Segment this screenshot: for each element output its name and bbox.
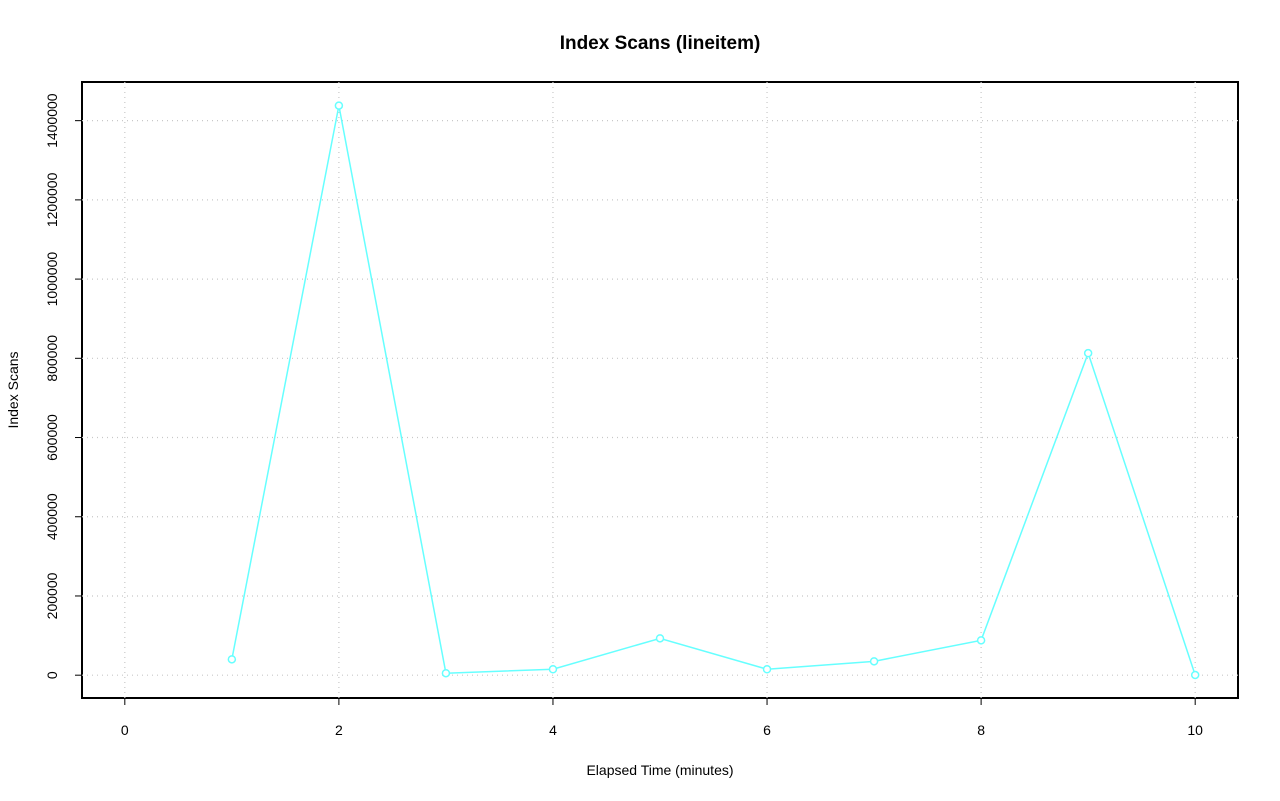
- point: [869, 657, 879, 666]
- point: [1083, 348, 1093, 358]
- x-axis-label: Elapsed Time (minutes): [586, 762, 733, 778]
- y-tick-label: 600000: [44, 414, 60, 461]
- y-tick-label: 0: [44, 671, 60, 679]
- y-tick-label: 400000: [44, 493, 60, 540]
- point: [762, 664, 772, 674]
- chart-title: Index Scans (lineitem): [560, 33, 761, 54]
- y-tick-label: 800000: [44, 335, 60, 382]
- x-tick-label: 2: [335, 722, 343, 738]
- point: [655, 634, 665, 643]
- point: [334, 101, 344, 110]
- point: [1190, 670, 1200, 680]
- x-tick-label: 4: [549, 722, 557, 738]
- point: [548, 664, 558, 674]
- plot-frame: [81, 81, 1239, 699]
- x-tick-label: 8: [977, 722, 985, 738]
- point: [227, 655, 237, 664]
- y-tick-label: 200000: [44, 572, 60, 619]
- x-tick-label: 0: [121, 722, 129, 738]
- x-tick-label: 10: [1187, 722, 1203, 738]
- x-tick-label: 6: [763, 722, 771, 738]
- series-line: [231, 105, 1196, 676]
- y-tick-label: 1200000: [44, 172, 60, 227]
- y-tick-label: 1400000: [44, 93, 60, 148]
- y-tick-label: 1000000: [44, 252, 60, 307]
- point: [441, 668, 451, 678]
- y-axis-label: Index Scans: [5, 351, 21, 428]
- point: [976, 636, 986, 645]
